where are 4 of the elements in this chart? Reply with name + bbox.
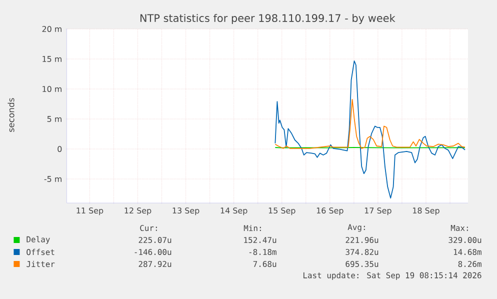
chart-title: NTP statistics for peer 198.110.199.17 - by week (140, 14, 396, 24)
y-axis-title: seconds (8, 98, 14, 132)
line-series (274, 60, 466, 199)
line-series (274, 98, 466, 149)
